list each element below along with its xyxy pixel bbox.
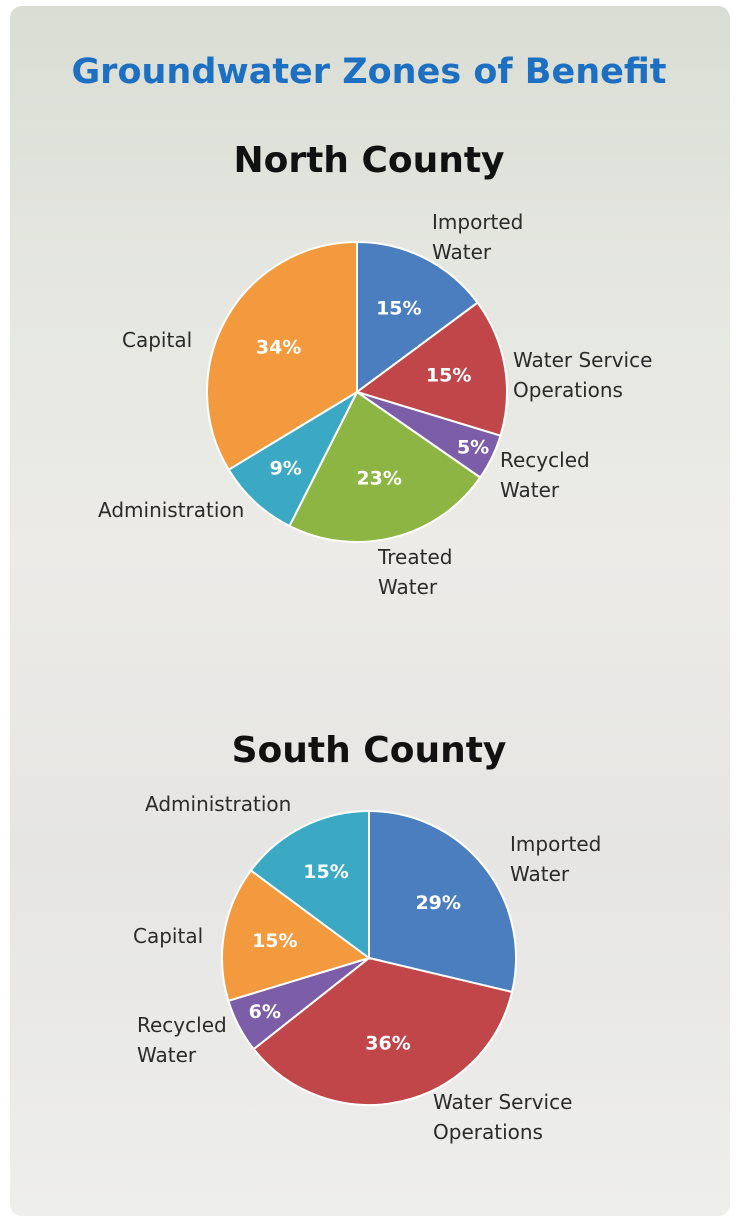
- category-label: Capital: [122, 328, 193, 352]
- value-label: 6%: [249, 1001, 281, 1023]
- value-label: 15%: [426, 365, 471, 387]
- category-label: Recycled Water: [137, 1013, 227, 1067]
- value-label: 9%: [270, 458, 302, 480]
- category-label: Treated Water: [378, 545, 453, 599]
- pie-slice: [206, 240, 358, 472]
- category-label: Imported Water: [510, 832, 602, 886]
- category-label: Recycled Water: [500, 448, 590, 502]
- page-title: Groundwater Zones of Benefit: [71, 52, 667, 92]
- category-label: Water Service Operations: [433, 1090, 573, 1144]
- pie-slice: [368, 809, 517, 994]
- pie-slice: [249, 809, 370, 960]
- value-label: 15%: [252, 930, 297, 952]
- pie-slice: [227, 389, 360, 528]
- chart-title: South County: [231, 730, 507, 771]
- value-label: 15%: [303, 861, 348, 883]
- category-label: Imported Water: [432, 210, 524, 264]
- value-label: 34%: [256, 336, 301, 358]
- category-label: Capital: [133, 924, 204, 948]
- chart-title: North County: [233, 140, 505, 181]
- category-label: Water Service Operations: [513, 348, 653, 402]
- category-label: Administration: [145, 792, 292, 816]
- value-label: 15%: [376, 297, 421, 319]
- pie-slice: [252, 956, 514, 1106]
- category-label: Administration: [98, 498, 245, 522]
- value-label: 23%: [356, 468, 401, 490]
- pie-slice: [356, 240, 479, 394]
- value-label: 5%: [457, 437, 489, 459]
- value-label: 29%: [415, 892, 460, 914]
- value-label: 36%: [365, 1033, 410, 1055]
- pie-slice: [221, 869, 372, 1003]
- pie-slice: [288, 390, 482, 543]
